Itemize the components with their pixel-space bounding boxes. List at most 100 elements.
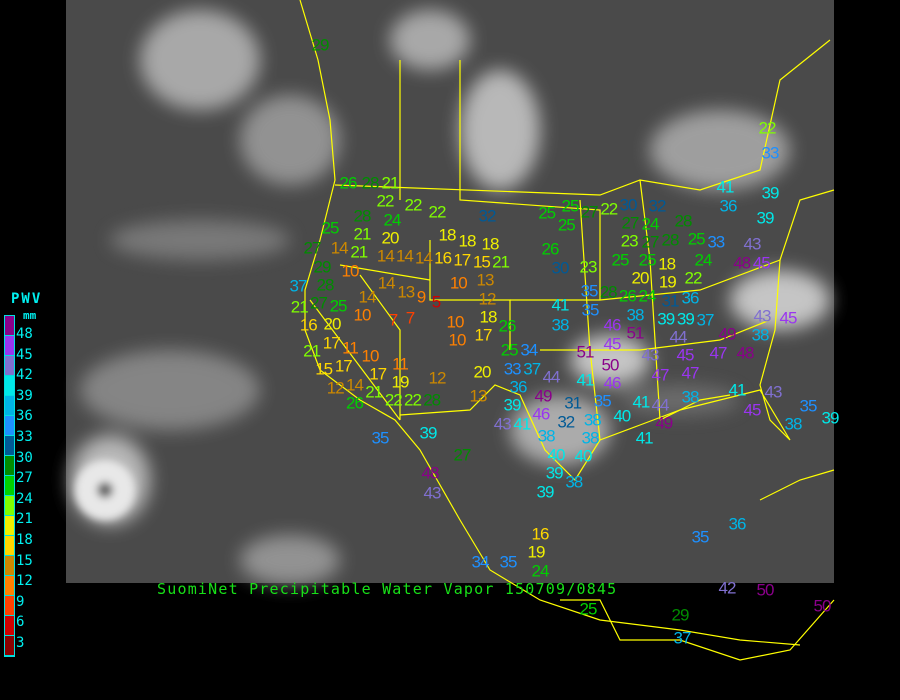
station-pwv-value: 12 [326, 378, 345, 397]
station-pwv-value: 17 [334, 356, 353, 376]
station-pwv-value: 27 [641, 232, 660, 252]
station-pwv-value: 37 [289, 276, 308, 296]
station-pwv-value: 41 [632, 392, 650, 412]
station-pwv-value: 39 [536, 482, 555, 502]
station-pwv-value: 26 [345, 393, 364, 413]
station-pwv-value: 35 [799, 396, 818, 416]
station-pwv-value: 51 [626, 323, 645, 343]
station-pwv-value: 36 [681, 288, 700, 308]
station-pwv-value: 37 [673, 628, 692, 648]
station-pwv-value: 10 [361, 346, 380, 366]
station-pwv-value: 29 [313, 257, 332, 276]
station-pwv-value: 35 [580, 281, 599, 301]
station-pwv-value: 25 [321, 218, 340, 238]
station-pwv-value: 18 [479, 307, 498, 327]
station-pwv-value: 50 [601, 355, 620, 375]
station-pwv-value: 20 [473, 362, 492, 382]
station-pwv-value: 20 [381, 228, 400, 248]
station-pwv-value: 21 [303, 341, 321, 361]
station-pwv-value: 19 [658, 272, 677, 292]
station-pwv-value: 43 [423, 483, 442, 503]
legend-label: 15 [16, 552, 33, 569]
station-pwv-value: 45 [676, 345, 695, 365]
station-pwv-value: 39 [756, 208, 775, 228]
legend-label: 9 [16, 593, 25, 610]
station-pwv-value: 40 [613, 406, 631, 426]
station-pwv-value: 36 [728, 514, 747, 534]
station-pwv-value: 47 [651, 365, 670, 385]
station-pwv-value: 21 [350, 242, 368, 262]
station-pwv-value: 25 [579, 599, 598, 618]
station-pwv-value: 19 [391, 372, 410, 392]
station-pwv-value: 25 [561, 196, 580, 216]
legend-color-swatch [5, 476, 14, 496]
legend-color-swatch [5, 416, 14, 436]
station-pwv-value: 37 [523, 359, 541, 379]
station-pwv-value: 18 [438, 225, 457, 245]
station-pwv-value: 17 [369, 364, 387, 384]
station-pwv-value: 21 [353, 224, 372, 244]
station-pwv-value: 30 [619, 195, 638, 215]
station-pwv-value: 15 [315, 359, 333, 379]
station-pwv-value: 41 [513, 414, 531, 434]
legend-color-swatch [5, 516, 14, 536]
station-pwv-value: 11 [342, 338, 359, 358]
station-pwv-value: 23 [579, 257, 598, 277]
station-pwv-value: 48 [736, 343, 755, 363]
cloud-layer [70, 10, 830, 585]
station-pwv-value: 41 [551, 295, 570, 315]
station-pwv-value: 21 [381, 173, 400, 193]
station-pwv-value: 29 [671, 605, 690, 625]
station-pwv-value: 21 [492, 252, 510, 272]
station-pwv-value: 30 [551, 258, 570, 278]
station-pwv-value: 40 [574, 446, 593, 466]
station-pwv-value: 43 [764, 382, 783, 402]
legend-color-swatch [5, 436, 14, 456]
station-pwv-value: 31 [564, 393, 582, 413]
station-pwv-value: 34 [471, 552, 490, 572]
station-pwv-value: 28 [661, 230, 680, 250]
station-pwv-value: 38 [581, 428, 600, 448]
station-pwv-value: 22 [404, 390, 422, 410]
station-pwv-value: 18 [658, 254, 676, 274]
legend-color-swatch [5, 556, 14, 576]
station-pwv-value: 27 [453, 445, 472, 465]
legend-label: 6 [16, 614, 25, 631]
station-pwv-value: 26 [339, 173, 358, 193]
station-pwv-value: 44 [669, 327, 688, 347]
station-pwv-value: 28 [599, 282, 618, 302]
station-pwv-value: 23 [620, 231, 639, 251]
station-pwv-value: 17 [474, 325, 493, 345]
legend-color-swatch [5, 536, 14, 556]
station-pwv-value: 38 [537, 426, 556, 446]
legend-label: 36 [16, 408, 33, 425]
legend-color-swatch [5, 636, 14, 656]
station-pwv-value: 22 [684, 268, 703, 288]
station-pwv-value: 27 [309, 293, 328, 313]
station-pwv-value: 26 [618, 286, 637, 306]
station-pwv-value: 38 [784, 414, 803, 434]
station-pwv-value: 25 [557, 215, 576, 235]
station-pwv-value: 39 [503, 395, 522, 415]
station-pwv-value: 26 [498, 316, 517, 336]
station-pwv-value: 41 [728, 380, 747, 400]
station-pwv-value: 44 [542, 367, 561, 387]
station-pwv-value: 5 [431, 292, 442, 312]
station-pwv-value: 18 [481, 234, 500, 254]
station-pwv-value: 35 [371, 428, 390, 448]
legend-label: 12 [16, 573, 33, 590]
station-pwv-value: 24 [383, 210, 402, 230]
station-pwv-value: 14 [395, 246, 414, 266]
legend-color-swatch [5, 616, 14, 636]
station-pwv-value: 46 [603, 373, 622, 393]
station-pwv-value: 45 [743, 400, 762, 420]
station-pwv-value: 7 [388, 310, 399, 330]
legend-title: PWV [11, 291, 43, 307]
station-pwv-value: 35 [499, 552, 518, 572]
station-pwv-value: 25 [538, 203, 556, 223]
station-pwv-value: 34 [520, 340, 538, 360]
station-pwv-value: 12 [478, 289, 497, 309]
station-pwv-value: 32 [478, 206, 497, 226]
station-pwv-value: 24 [531, 561, 550, 580]
legend-label: 39 [16, 387, 33, 404]
